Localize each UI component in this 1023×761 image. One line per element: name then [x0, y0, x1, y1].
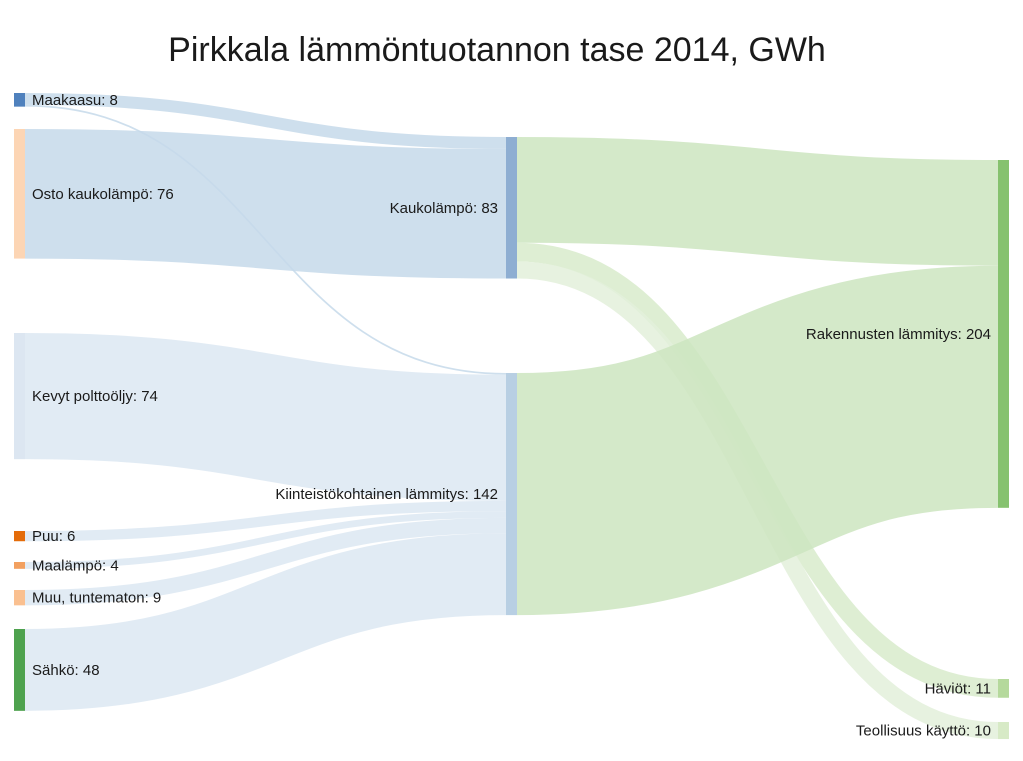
- label-sahko: Sähkö: 48: [32, 662, 100, 679]
- label-rak: Rakennusten lämmitys: 204: [806, 326, 991, 343]
- label-puu: Puu: 6: [32, 528, 75, 545]
- node-maalampo: [14, 562, 25, 569]
- flow-nodes: [14, 93, 1009, 740]
- label-kauko: Kaukolämpö: 83: [390, 200, 498, 217]
- label-teoll: Teollisuus käyttö: 10: [856, 723, 991, 740]
- flow-kevyt-to-kiint: [24, 333, 507, 501]
- node-osto: [14, 129, 25, 259]
- node-kauko: [506, 137, 517, 279]
- label-haviot: Häviöt: 11: [925, 680, 991, 697]
- node-kiint: [506, 373, 517, 616]
- node-muu: [14, 590, 25, 606]
- flow-maakaasu-to-kauko: [24, 93, 507, 149]
- node-puu: [14, 531, 25, 542]
- flow-puu-to-kiint: [24, 500, 507, 542]
- flow-links: [24, 93, 1000, 740]
- flow-kiint-to-rak: [515, 265, 1000, 616]
- node-labels: Maakaasu: 8 Osto kaukolämpö: 76 Kevyt polt…: [32, 92, 991, 740]
- node-sahko: [14, 629, 25, 711]
- label-maalampo: Maalämpö: 4: [32, 557, 119, 574]
- flow-muu-to-kiint: [24, 517, 507, 606]
- node-teoll: [998, 722, 1009, 740]
- node-maakaasu: [14, 93, 25, 107]
- label-muu: Muu, tuntematon: 9: [32, 590, 161, 607]
- node-rak: [998, 160, 1009, 508]
- label-kiint: Kiinteistökohtainen lämmitys: 142: [275, 486, 498, 503]
- label-kevyt: Kevyt polttoöljy: 74: [32, 388, 158, 405]
- chart-title: Pirkkala lämmöntuotannon tase 2014, GWh: [168, 31, 826, 69]
- node-haviot: [998, 679, 1009, 698]
- label-maakaasu: Maakaasu: 8: [32, 92, 118, 109]
- flow-osto-to-kauko: [24, 129, 507, 279]
- label-osto: Osto kaukolämpö: 76: [32, 186, 174, 203]
- flow-kauko-to-rak: [516, 137, 999, 266]
- flow-sahko-to-kiint: [24, 533, 507, 711]
- flow-maalampo-to-kiint: [24, 511, 507, 569]
- node-kevyt: [14, 333, 25, 460]
